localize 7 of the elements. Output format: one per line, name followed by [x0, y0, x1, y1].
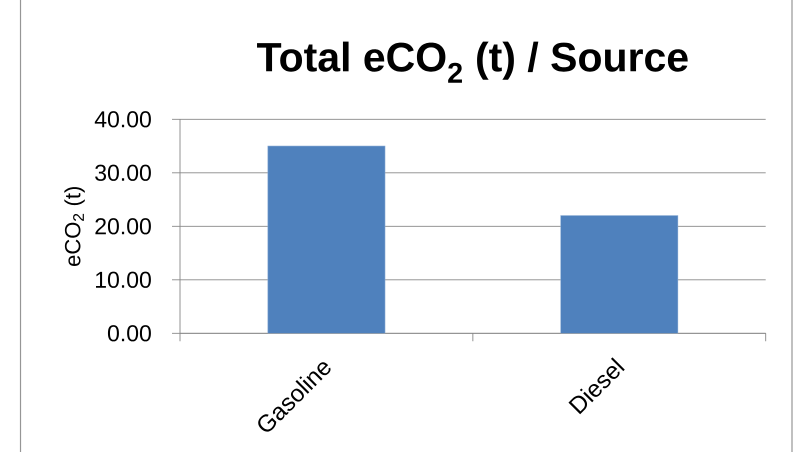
y-tick-label: 20.00	[95, 218, 151, 234]
y-tick-label: 40.00	[94, 111, 151, 128]
y-tick-label: 10.00	[96, 272, 151, 288]
y-tick-label: 30.00	[95, 164, 151, 181]
y-tick-label: 0.00	[108, 325, 151, 342]
y-axis-title: eCO$_{2}$ (t)	[64, 187, 85, 266]
chart-title: Total eCO$_{2}$ (t) / Source	[257, 42, 688, 83]
